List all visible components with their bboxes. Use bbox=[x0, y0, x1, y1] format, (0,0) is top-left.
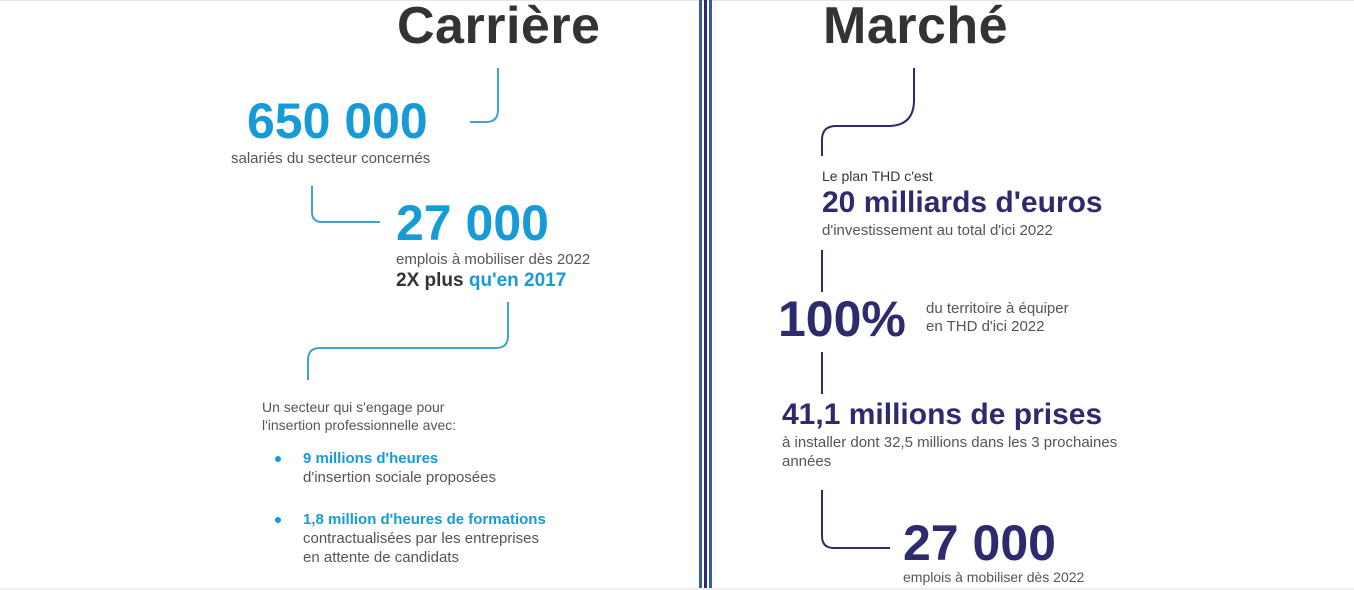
connector-prises-to-27000 bbox=[821, 490, 890, 549]
emplois-label: emplois à mobiliser dès 2022 bbox=[903, 569, 1085, 585]
plan-label: d'investissement au total d'ici 2022 bbox=[822, 222, 1053, 239]
connector-27000-to-engagement bbox=[307, 302, 509, 380]
prises-label-line2: années bbox=[782, 453, 832, 470]
carriere-title: Carrière bbox=[397, 0, 601, 55]
prises-value: 41,1 millions de prises bbox=[782, 398, 1103, 431]
bullet-2-desc-line2: en attente de candidats bbox=[303, 549, 459, 566]
stat-650000-value: 650 000 bbox=[247, 93, 428, 149]
marche-title: Marché bbox=[823, 0, 1009, 55]
prises-label-line1: à installer dont 32,5 millions dans les … bbox=[782, 434, 1118, 451]
engagement-intro-line1: Un secteur qui s'engage pour bbox=[262, 399, 445, 415]
plan-intro: Le plan THD c'est bbox=[822, 168, 933, 184]
center-divider-right-line bbox=[709, 0, 712, 590]
territoire-label-line1: du territoire à équiper bbox=[926, 300, 1069, 317]
bullet-1-desc-line1: d'insertion sociale proposées bbox=[303, 469, 496, 486]
stat-650000-label: salariés du secteur concernés bbox=[231, 150, 431, 167]
comparison-accent-text: qu'en 2017 bbox=[468, 270, 567, 291]
connector-title-to-plan bbox=[821, 68, 915, 156]
connector-title-to-650000 bbox=[470, 68, 499, 123]
territoire-value: 100% bbox=[778, 291, 906, 347]
stat-27000-label: emplois à mobiliser dès 2022 bbox=[396, 251, 591, 268]
bullet-dot-2 bbox=[275, 517, 281, 523]
bullet-2-desc-line1: contractualisées par les entreprises bbox=[303, 530, 539, 547]
bullet-1-title: 9 millions d'heures bbox=[303, 450, 439, 467]
center-divider-mid-line bbox=[704, 0, 707, 590]
territoire-label-line2: en THD d'ici 2022 bbox=[926, 318, 1045, 335]
plan-value: 20 milliards d'euros bbox=[822, 186, 1103, 219]
top-border bbox=[0, 0, 1354, 1]
emplois-value: 27 000 bbox=[903, 515, 1056, 571]
comparison-bold-text: 2X plus bbox=[396, 270, 464, 291]
bottom-border bbox=[0, 588, 1354, 590]
engagement-intro-line2: l'insertion professionnelle avec: bbox=[262, 417, 457, 433]
stat-27000-comparison: 2X plus qu'en 2017 bbox=[396, 270, 566, 292]
bullet-2-title: 1,8 million d'heures de formations bbox=[303, 511, 546, 528]
connector-650000-to-27000 bbox=[311, 186, 380, 223]
center-divider-left-line bbox=[699, 0, 702, 590]
bullet-dot-1 bbox=[275, 456, 281, 462]
stat-27000-value: 27 000 bbox=[396, 195, 549, 251]
